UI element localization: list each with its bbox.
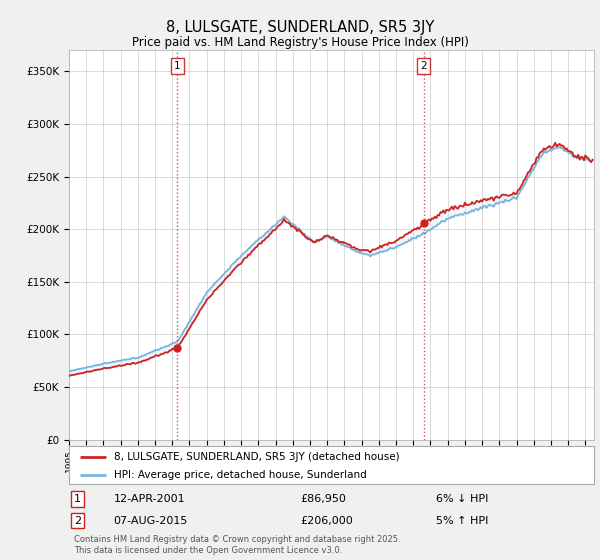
Text: 12-APR-2001: 12-APR-2001 [113,494,185,504]
Text: 2: 2 [74,516,82,526]
Text: 8, LULSGATE, SUNDERLAND, SR5 3JY: 8, LULSGATE, SUNDERLAND, SR5 3JY [166,20,434,35]
Text: £86,950: £86,950 [300,494,346,504]
Text: HPI: Average price, detached house, Sunderland: HPI: Average price, detached house, Sund… [113,470,367,480]
Text: Contains HM Land Registry data © Crown copyright and database right 2025.
This d: Contains HM Land Registry data © Crown c… [74,535,401,555]
Text: 6% ↓ HPI: 6% ↓ HPI [437,494,489,504]
Text: 1: 1 [74,494,81,504]
Text: 5% ↑ HPI: 5% ↑ HPI [437,516,489,526]
Text: £206,000: £206,000 [300,516,353,526]
Text: 1: 1 [174,61,181,71]
Text: 07-AUG-2015: 07-AUG-2015 [113,516,188,526]
Text: 8, LULSGATE, SUNDERLAND, SR5 3JY (detached house): 8, LULSGATE, SUNDERLAND, SR5 3JY (detach… [113,452,399,462]
Text: 2: 2 [420,61,427,71]
Text: Price paid vs. HM Land Registry's House Price Index (HPI): Price paid vs. HM Land Registry's House … [131,36,469,49]
